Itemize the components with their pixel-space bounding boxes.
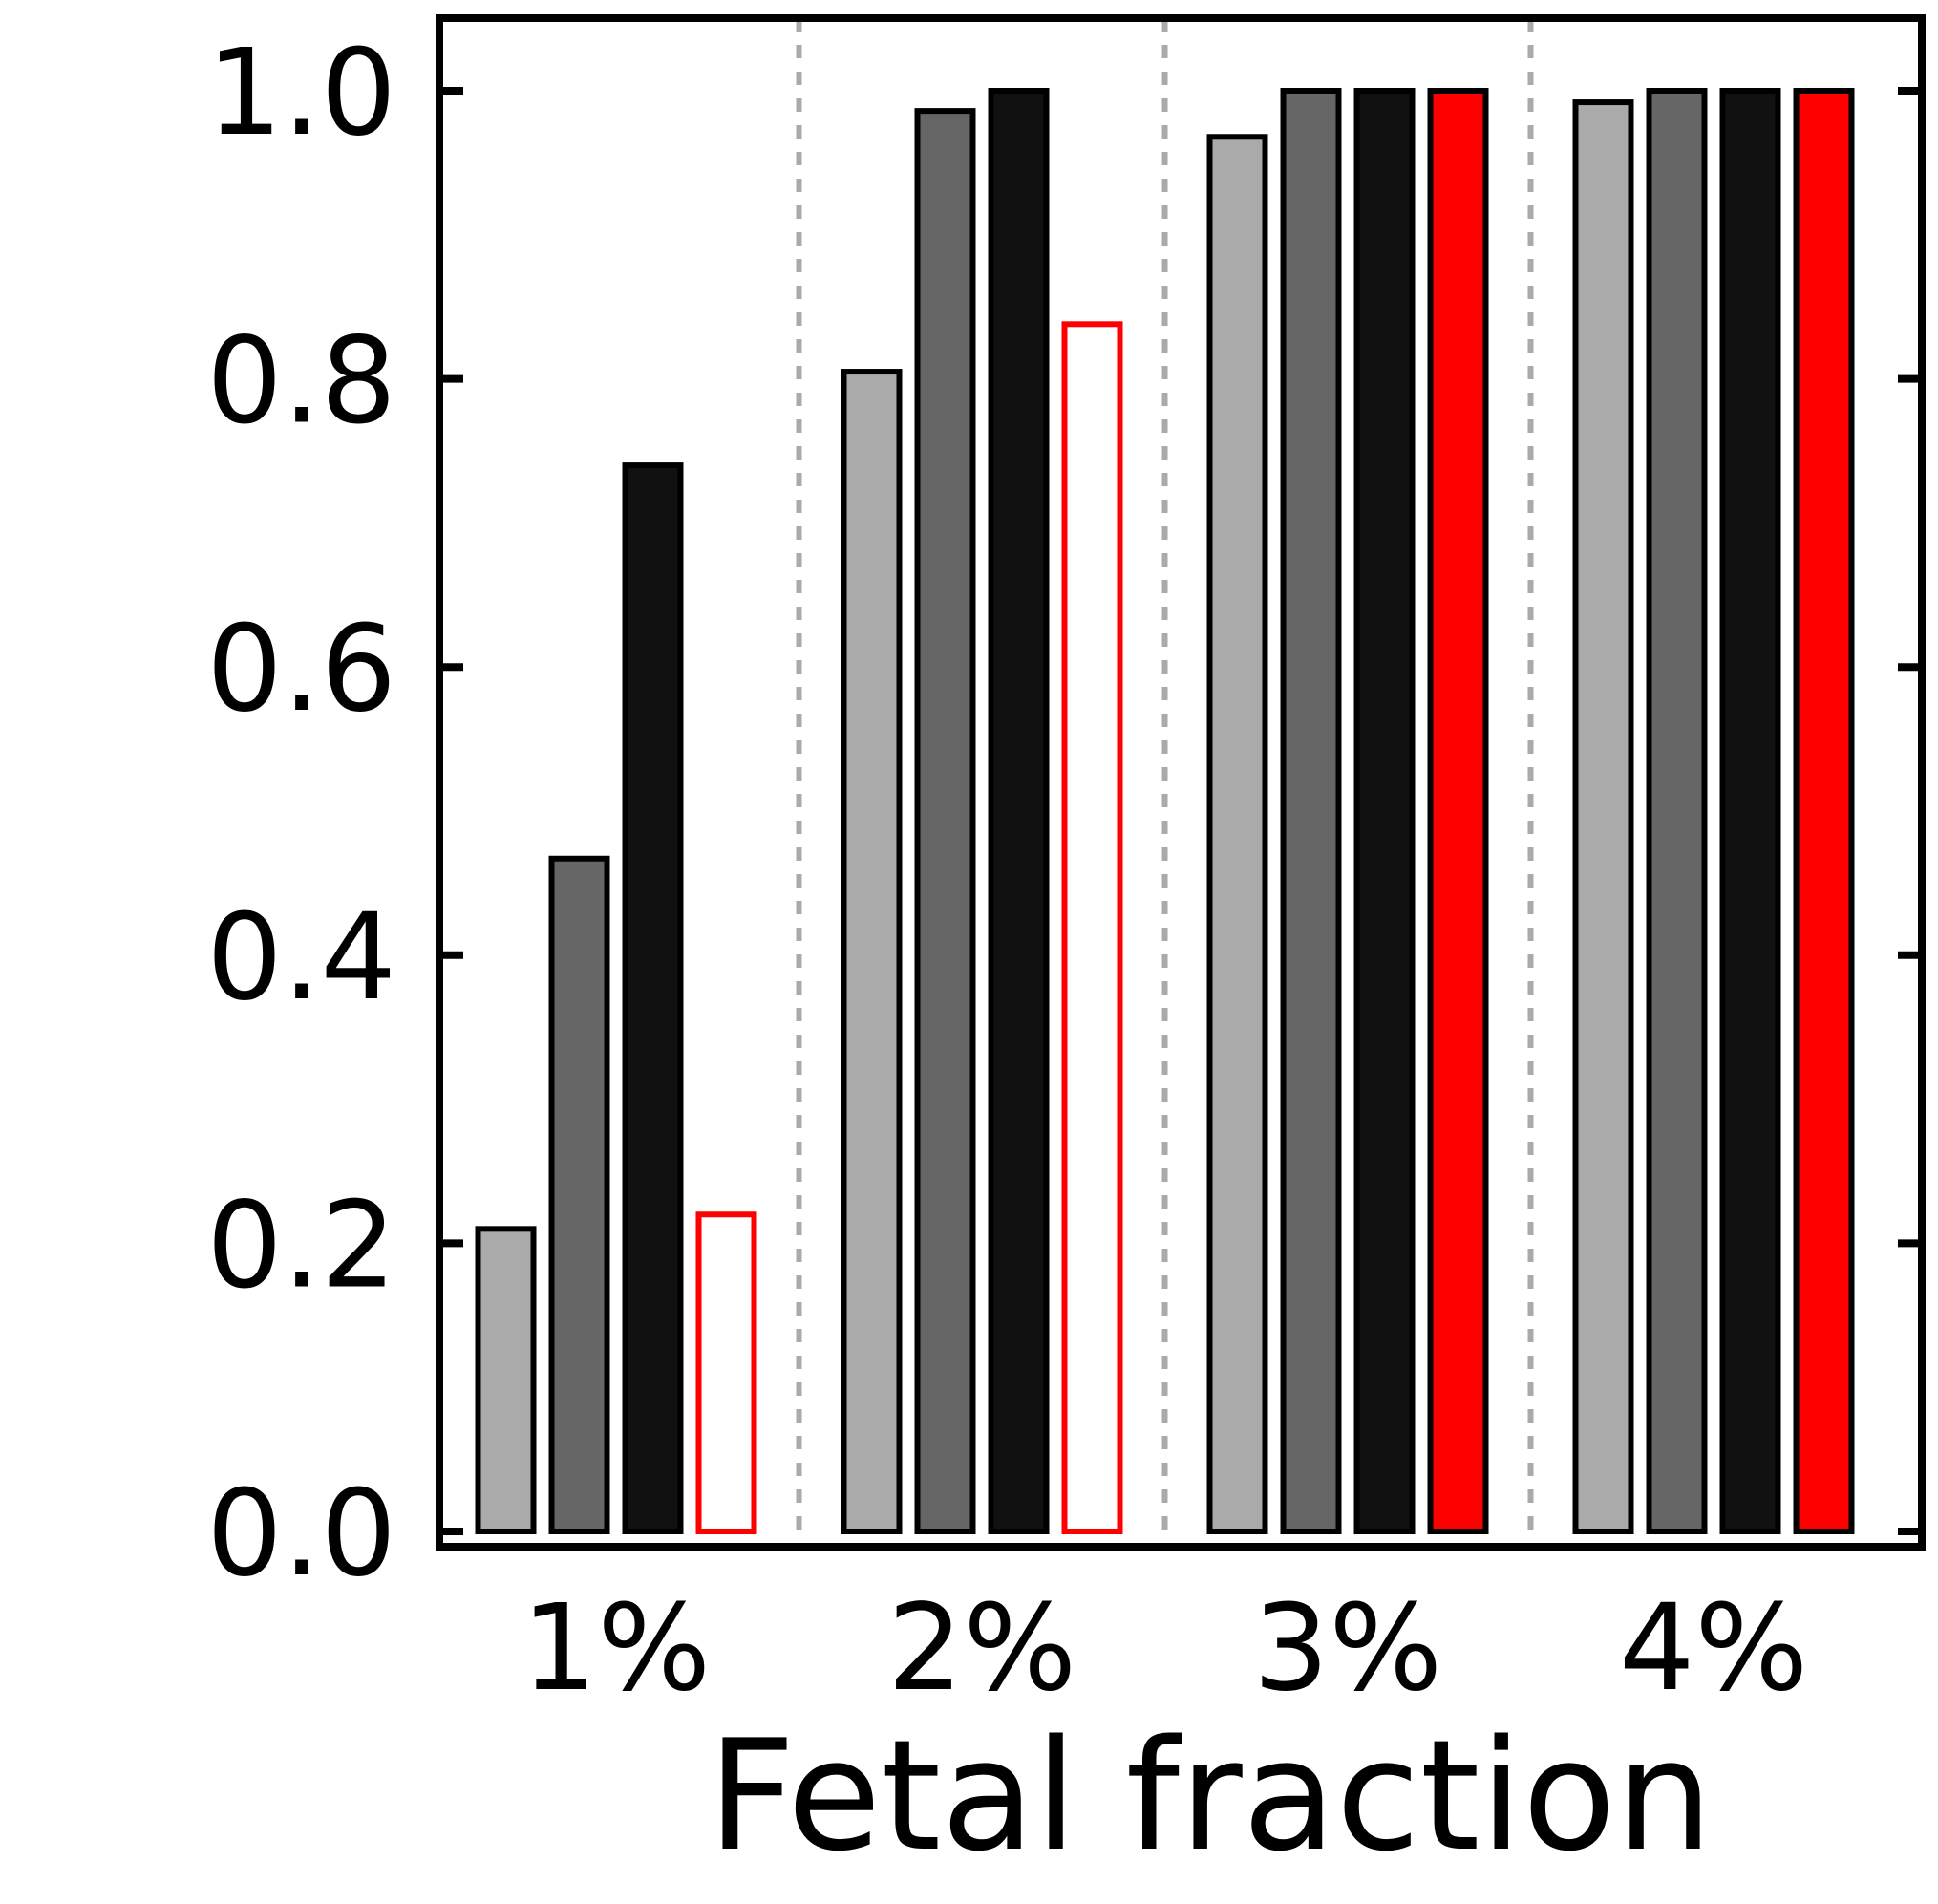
- bar-4pct-series-2: [1646, 88, 1708, 1534]
- y-tick-label: 0.2: [206, 1176, 396, 1315]
- bar-2pct-series-3: [988, 88, 1050, 1534]
- x-tick-label: 1%: [522, 1579, 711, 1718]
- bar-1pct-series-4: [695, 1211, 757, 1534]
- y-tick-label: 0.4: [206, 888, 396, 1027]
- y-tick-label: 0.8: [206, 312, 396, 451]
- y-tick-label: 0.0: [206, 1465, 396, 1603]
- y-axis: 0.0 0.2 0.4 0.6 0.8 1.0: [206, 24, 1922, 1603]
- bar-1pct-series-3: [622, 462, 684, 1535]
- bars: [475, 88, 1855, 1535]
- bar-3pct-series-2: [1280, 88, 1342, 1534]
- bar-4pct-series-3: [1719, 88, 1781, 1534]
- bar-4pct-series-1: [1572, 99, 1634, 1535]
- x-axis-label: Fetal fraction: [708, 1706, 1713, 1885]
- bar-1pct-series-1: [475, 1226, 537, 1534]
- y-tick-label: 1.0: [206, 24, 396, 162]
- plot-frame: [436, 14, 1926, 1551]
- x-tick-label: 4%: [1619, 1579, 1808, 1718]
- bar-4pct-series-4: [1793, 88, 1855, 1534]
- bar-2pct-series-2: [914, 108, 976, 1534]
- bar-3pct-series-4: [1427, 88, 1489, 1534]
- bar-2pct-series-4: [1061, 321, 1123, 1534]
- bar-3pct-series-3: [1353, 88, 1416, 1534]
- bar-2pct-series-1: [841, 369, 903, 1534]
- y-tick-label: 0.6: [206, 600, 396, 738]
- x-tick-label: 3%: [1253, 1579, 1442, 1718]
- category-separators: [796, 18, 1534, 1547]
- bar-3pct-series-1: [1206, 134, 1268, 1535]
- x-tick-label: 2%: [887, 1579, 1076, 1718]
- x-axis: 1% 2% 3% 4%: [522, 1579, 1808, 1718]
- bar-1pct-series-2: [548, 855, 610, 1534]
